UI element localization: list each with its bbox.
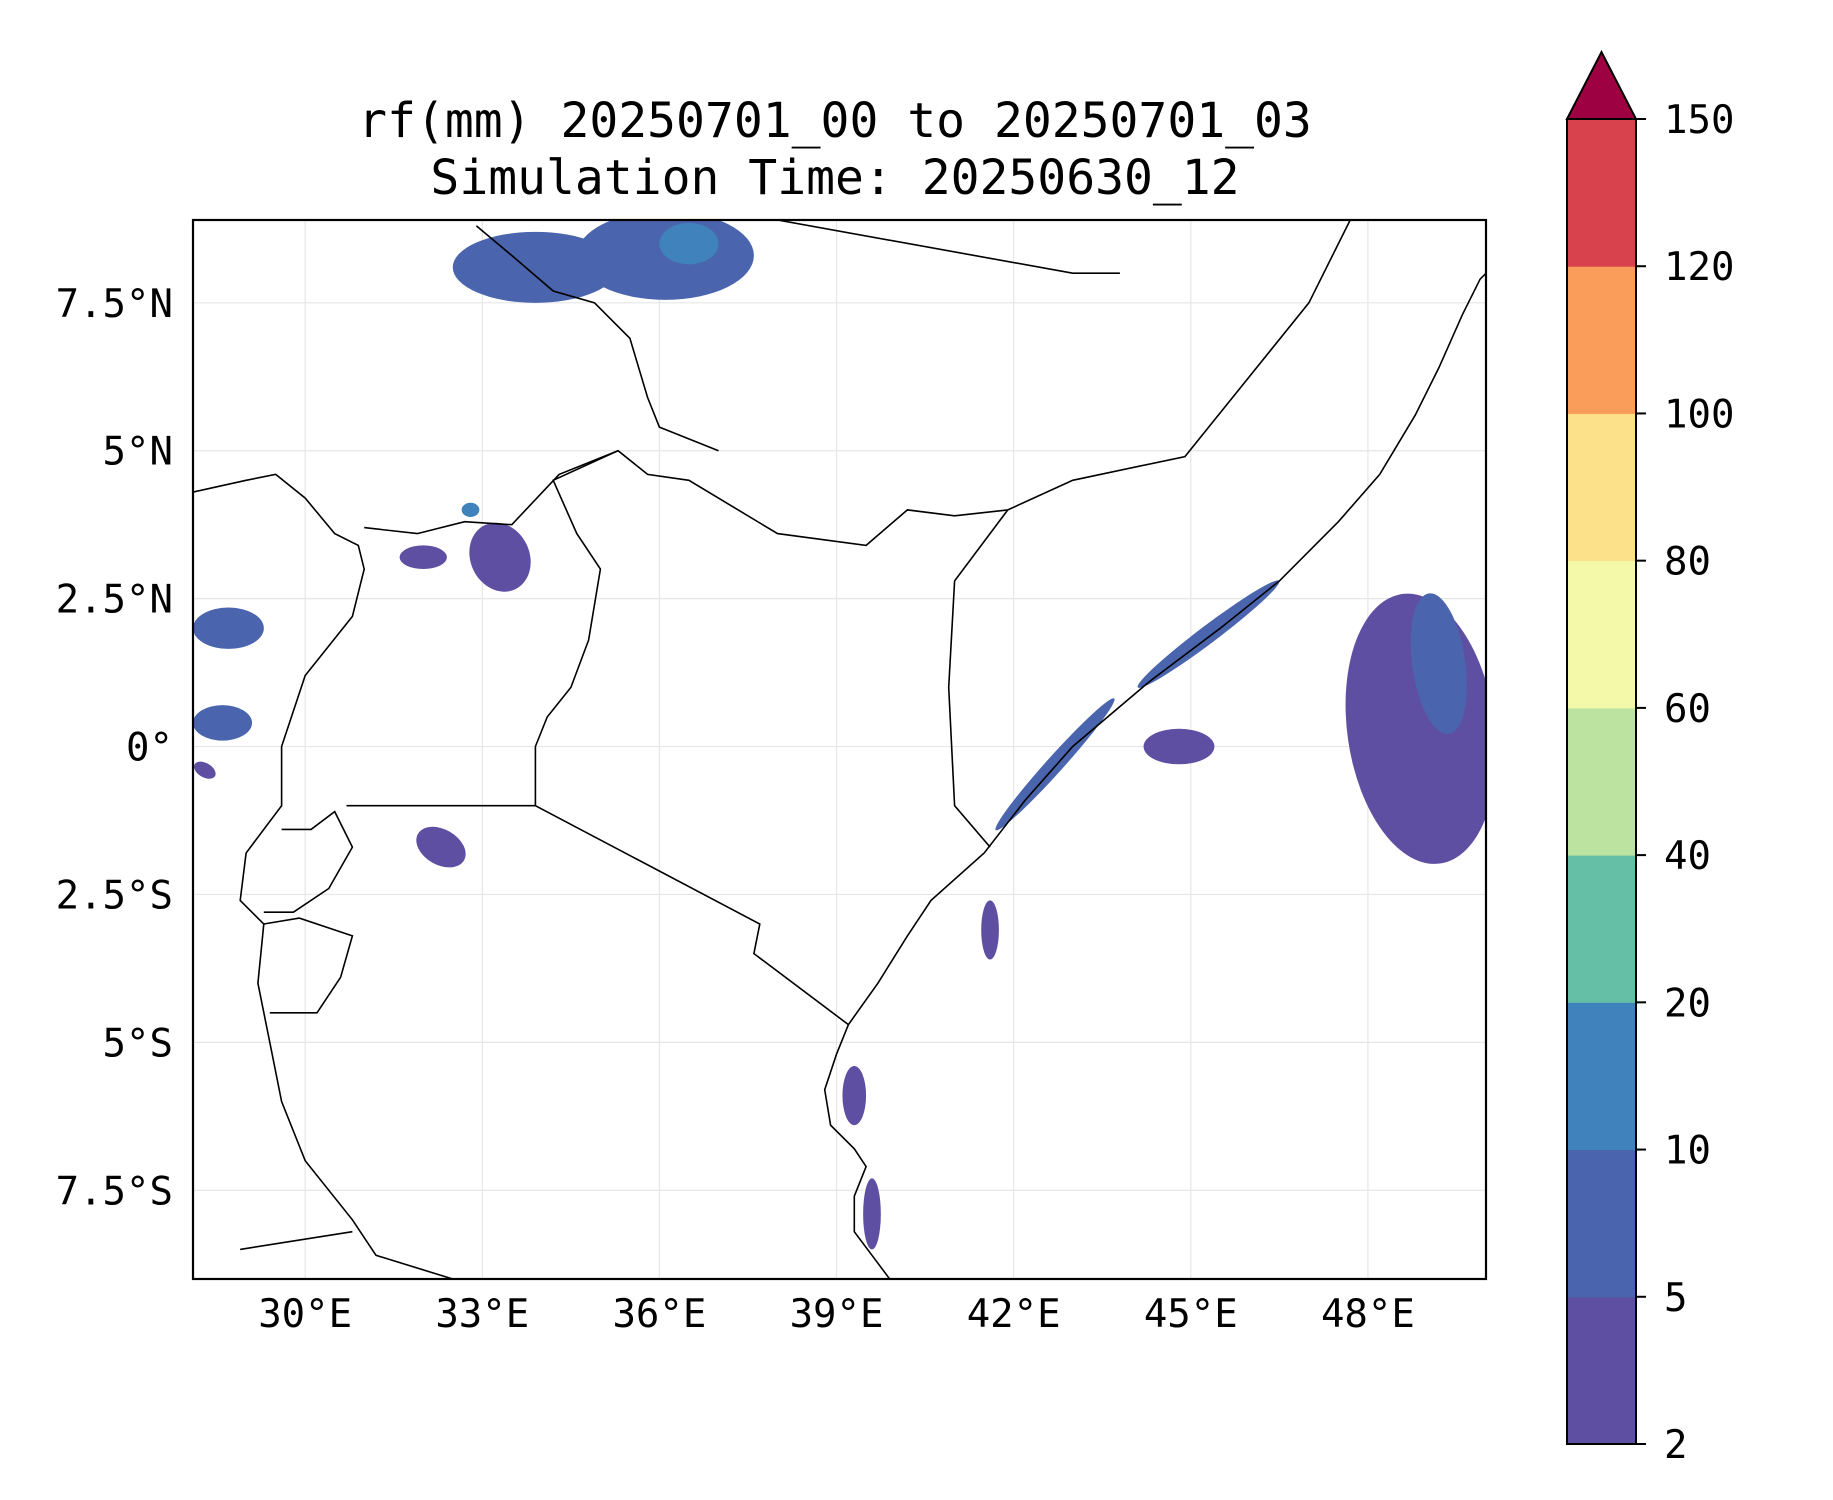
country-border <box>193 473 454 1279</box>
colorbar-segment <box>1567 707 1636 856</box>
colorbar-tick-label: 100 <box>1664 392 1734 437</box>
longitude-tick-labels: 30°E 33°E 36°E 39°E 42°E 45°E 48°E <box>258 1292 1415 1337</box>
title-line-2: Simulation Time: 20250630_12 <box>430 150 1239 206</box>
colorbar-segment <box>1567 1149 1636 1298</box>
lon-tick-label: 48°E <box>1321 1292 1415 1337</box>
lon-tick-label: 42°E <box>967 1292 1061 1337</box>
colorbar-tick-label: 40 <box>1664 834 1711 879</box>
latitude-tick-labels: 7.5°N 5°N 2.5°N 0° 2.5°S 5°S 7.5°S <box>56 282 173 1214</box>
lat-tick-label: 7.5°S <box>56 1169 173 1214</box>
coastline <box>823 272 1486 1279</box>
colorbar-segment <box>1567 266 1636 414</box>
colorbar-segment <box>1567 560 1636 709</box>
lat-tick-label: 5°N <box>103 430 173 475</box>
lon-tick-label: 39°E <box>790 1292 884 1337</box>
coastlines-and-borders <box>193 220 1486 1279</box>
title-line-1: rf(mm) 20250701_00 to 20250701_03 <box>358 93 1312 149</box>
colorbar-tick-label: 10 <box>1664 1129 1711 1174</box>
rain-area-congo-equator <box>193 705 253 741</box>
colorbar-segment <box>1567 1002 1636 1151</box>
rain-area-mafia-coast <box>863 1178 881 1250</box>
lon-tick-label: 36°E <box>612 1292 706 1337</box>
colorbar: 2 5 10 20 40 60 80 100 120 150 <box>1565 49 1734 1468</box>
country-border <box>475 225 719 452</box>
colorbar-tick-label: 80 <box>1664 540 1711 585</box>
colorbar-tick-label: 120 <box>1664 245 1734 290</box>
rain-area-ne-indian-ocean-band-inner <box>1410 593 1467 735</box>
country-border <box>263 917 354 1014</box>
lat-tick-label: 2.5°S <box>56 873 173 918</box>
colorbar-extend-arrow <box>1565 49 1638 120</box>
rain-area-congo-north <box>193 607 264 649</box>
rainfall-field <box>193 220 1486 1250</box>
map-frame <box>191 218 1488 1281</box>
lon-tick-label: 30°E <box>258 1292 352 1337</box>
colorbar-tick-label: 5 <box>1664 1276 1687 1321</box>
country-border <box>364 449 619 535</box>
rain-area-offshore-showers <box>1143 728 1215 765</box>
country-border <box>263 810 354 913</box>
rain-area-ethiopian-highlands-west <box>452 231 619 303</box>
lat-tick-label: 5°S <box>103 1021 173 1066</box>
colorbar-tick-label: 60 <box>1664 687 1711 732</box>
country-border <box>1007 220 1351 511</box>
colorbar-segment <box>1567 855 1636 1003</box>
lat-tick-label: 0° <box>126 726 173 771</box>
lon-tick-label: 33°E <box>435 1292 529 1337</box>
colorbar-tick-label: 20 <box>1664 981 1711 1026</box>
colorbar-tick-label: 2 <box>1664 1423 1687 1468</box>
rain-area-lamu-offshore <box>981 900 999 960</box>
lon-tick-label: 45°E <box>1144 1292 1238 1337</box>
colorbar-segment <box>1567 119 1636 267</box>
colorbar-segment <box>1567 413 1636 562</box>
country-border <box>777 220 1120 274</box>
rain-area-tanzania-nw <box>416 826 466 868</box>
rain-area-lake-victoria-north-dot <box>461 502 480 517</box>
rain-area-uganda-north <box>399 545 447 570</box>
rain-area-ethiopian-highlands-peak <box>659 222 719 265</box>
rain-area-congo-south-dot <box>193 761 216 779</box>
colorbar-segments <box>1566 118 1637 1445</box>
lat-tick-label: 2.5°N <box>56 578 173 623</box>
gridlines <box>193 220 1486 1279</box>
map-panel: 30°E 33°E 36°E 39°E 42°E 45°E 48°E 7.5°N 5°N 2.5… <box>56 218 1488 1337</box>
rain-area-coastal-kenya-strip <box>995 698 1115 831</box>
colorbar-segment <box>1567 1296 1636 1445</box>
colorbar-tick-labels: 2 5 10 20 40 60 80 100 120 150 <box>1636 98 1734 1468</box>
country-border <box>240 1230 353 1251</box>
country-border <box>535 804 849 1026</box>
colorbar-tick-label: 150 <box>1664 98 1734 143</box>
rain-area-coastal-somalia-strip <box>1137 580 1280 688</box>
rain-area-lake-victoria-east <box>469 522 531 592</box>
rain-area-pemba-zanzibar <box>842 1066 867 1126</box>
country-border <box>947 509 1009 848</box>
lat-tick-label: 7.5°N <box>56 282 173 327</box>
